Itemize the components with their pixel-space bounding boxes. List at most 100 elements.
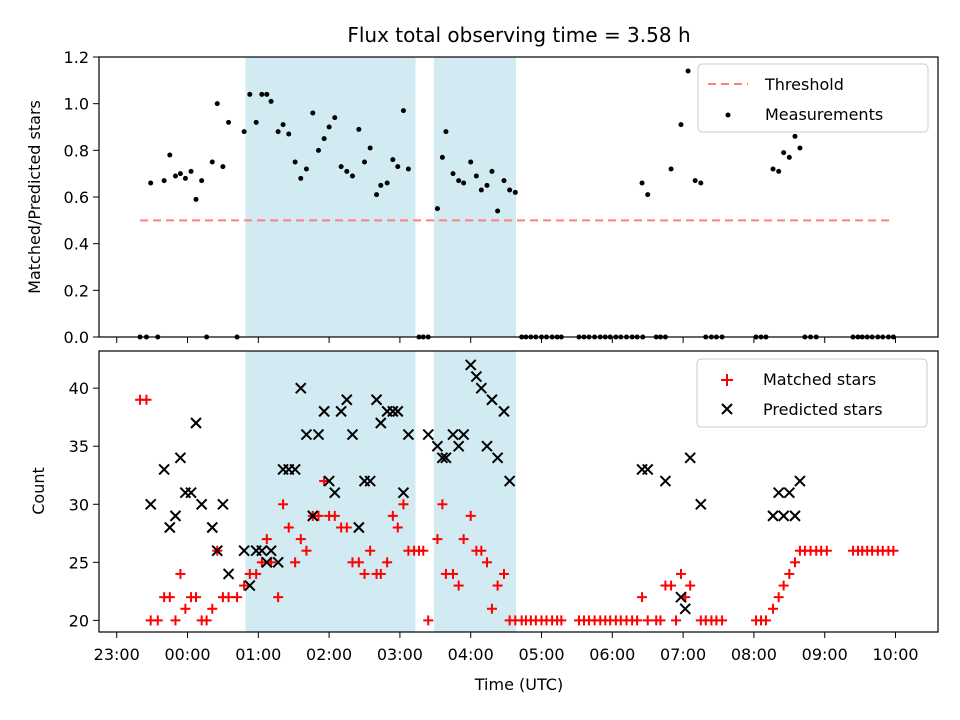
predicted-star-point [261,556,273,569]
measurement-point [188,168,194,174]
predicted-star-point [392,405,404,418]
measurement-point [495,208,501,214]
predicted-star-point [491,452,504,464]
matched-star-point [283,522,294,533]
matched-star-point [432,534,443,545]
matched-star-point [632,615,643,626]
matched-star-point [675,568,686,579]
matched-star-point [375,568,386,579]
matched-star-point [642,615,653,626]
x-tick-label: 08:00 [731,645,777,664]
predicted-star-point [767,510,779,522]
predicted-star-point [642,463,654,476]
bottom-y-tick-label: 40 [69,379,89,398]
x-tick-label: 07:00 [660,645,706,664]
matched-star-point [448,568,459,579]
predicted-star-point [457,428,470,441]
measurement-point [344,168,350,174]
measurement-point [241,129,247,135]
measurement-point [332,115,338,121]
top-y-tick-label: 0.4 [64,235,89,254]
matched-star-point [353,557,364,568]
bottom-y-tick-label: 30 [69,495,89,514]
measurement-point [692,178,698,184]
x-tick-label: 01:00 [235,645,281,664]
measurement-point [781,150,787,156]
predicted-star-point [318,405,330,418]
x-tick-label: 02:00 [306,645,352,664]
measurement-point [770,166,776,172]
measurement-point [668,166,674,172]
measurement-point [326,124,332,130]
matched-star-point [671,615,682,626]
predicted-star-point [335,405,347,418]
matched-star-point [365,545,376,556]
x-tick-label: 05:00 [518,645,564,664]
measurement-point [478,187,484,193]
top-y-tick-label: 0.6 [64,188,89,207]
matched-star-point [760,615,771,626]
predicted-star-point [452,440,465,452]
matched-star-point [453,580,464,591]
matched-star-point [239,580,250,591]
top-y-tick-label: 1.2 [64,48,89,67]
measurement-point [489,168,495,174]
measurement-point [161,178,167,184]
measurement-point [450,171,456,177]
matched-star-point [458,534,469,545]
predicted-star-point [265,545,277,557]
predicted-star-point [169,510,182,522]
bottom-y-tick-label: 35 [69,437,89,456]
predicted-star-point [190,417,202,429]
measurement-point [182,175,188,181]
bottom-y-tick-label: 20 [69,611,89,630]
predicted-star-point [486,394,498,406]
measurement-point [148,180,154,186]
measurement-point [395,164,401,170]
predicted-star-point [422,428,434,441]
top-y-axis-label: Matched/Predicted stars [25,100,44,294]
measurement-point [280,122,286,128]
matched-star-point [301,545,312,556]
predicted-star-point [329,486,341,499]
matched-star-point [773,592,784,603]
observing-window-top-1 [433,57,517,337]
bottom-y-tick-label: 25 [69,553,89,572]
matched-star-point [888,545,899,556]
x-tick-label: 23:00 [94,645,140,664]
measurement-point [507,187,513,193]
top-y-tick-label: 0.2 [64,281,89,300]
legend-measurements-label: Measurements [765,105,883,124]
predicted-star-point [206,521,218,534]
matched-star-point [251,568,262,579]
matched-star-point [170,615,181,626]
measurement-point [264,91,270,97]
matched-star-point [190,592,201,603]
matched-star-point [261,534,272,545]
predicted-star-point [164,521,176,534]
matched-star-point [341,522,352,533]
measurement-point [434,206,440,212]
predicted-star-point [195,498,208,510]
legend-measurements-marker [725,112,731,118]
matched-star-point [778,580,789,591]
predicted-star-point [431,440,444,452]
legend-predicted-marker [721,403,733,415]
predicted-star-point [447,428,459,441]
measurement-point [367,145,373,151]
x-tick-label: 09:00 [802,645,848,664]
measurement-point [390,157,396,163]
measurement-point [193,196,199,202]
predicted-star-point [222,568,235,580]
predicted-star-point [387,405,399,418]
matched-star-point [768,603,779,614]
predicted-star-point [312,428,325,441]
predicted-star-point [397,486,410,499]
predicted-star-point [440,452,452,464]
measurement-point [356,126,362,132]
measurement-point [473,173,479,179]
matched-star-point [423,615,434,626]
top-y-tick-label: 1.0 [64,95,89,114]
bottom-panel-frame [98,350,939,633]
predicted-star-point [375,417,387,429]
